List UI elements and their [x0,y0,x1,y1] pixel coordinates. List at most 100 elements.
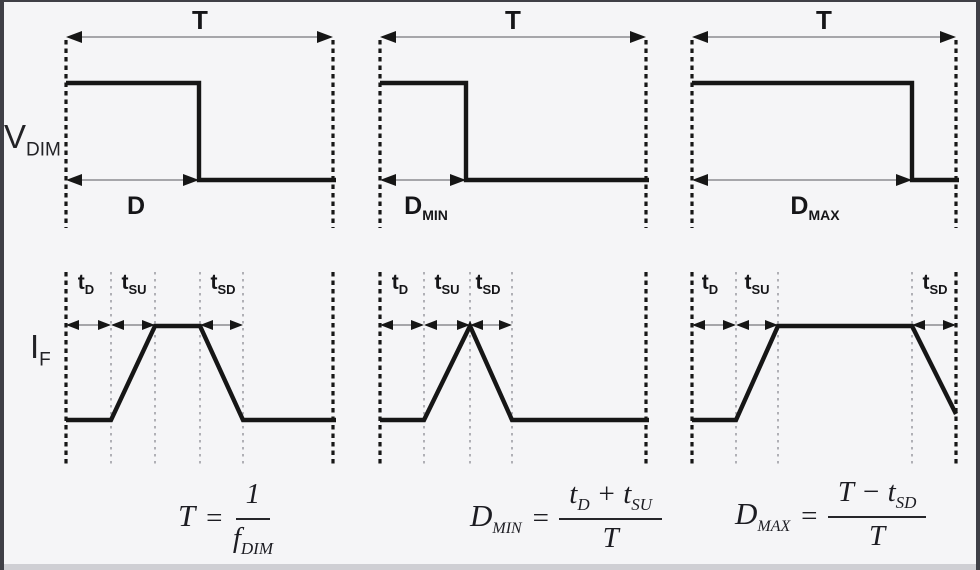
period-label-3: T [816,5,832,35]
duty-label-dmin: DMIN [404,192,448,223]
if-axis-main: I [30,328,40,365]
tsd-main-p1: t [210,271,218,294]
td-sub-p2: D [398,282,409,298]
duty-label-dmax: DMAX [790,192,839,223]
vdim-axis-sub: DIM [26,139,61,161]
arrowhead-icon [736,320,749,330]
tsu-sub-p3: SU [751,282,770,298]
tsu-main-p3: t [744,271,752,294]
arrowhead-icon [723,320,736,330]
if-waveform-3 [692,323,958,423]
arrowhead-icon [692,31,708,43]
startup-time-label-p1: tSU [121,271,146,297]
tsu-sub-p2: SU [441,282,460,298]
formula3-numerator: T − tSD [827,476,927,518]
arrowhead-icon [98,320,111,330]
formula-period: T = 1 fDIM [178,478,273,559]
arrowhead-icon [457,320,470,330]
formula1-numerator: 1 [235,478,271,520]
formula2-fraction: tD + tSU T [559,478,663,559]
formula3-lhs-main: D [735,496,758,532]
td-sub-p3: D [708,282,719,298]
formula2-num-a: t [569,478,578,510]
formula2-operator: + [596,478,617,510]
arrowhead-icon [380,320,393,330]
arrowhead-icon [380,174,396,186]
duty-dmin-main: D [404,192,423,220]
period-label-2: T [505,5,521,35]
formula3-lhs-sub: MAX [757,518,791,536]
tsd-main-p2: t [475,271,483,294]
td-main-p1: t [77,271,85,294]
startup-time-label-p2: tSU [434,271,459,297]
if-axis-sub: F [39,349,51,371]
tsu-main-p1: t [121,271,129,294]
arrowhead-icon [424,320,437,330]
arrowhead-icon [499,320,512,330]
arrowhead-icon [200,320,213,330]
arrowhead-icon [66,31,82,43]
if-axis-label: IF [30,328,51,372]
arrowhead-icon [765,320,778,330]
formula2-num-b: t [623,478,632,510]
arrowhead-icon [380,31,396,43]
formula3-den-main: T [869,519,886,552]
td-sub-p1: D [84,282,95,298]
formula3-operator: − [860,476,881,508]
if-waveform-2 [380,320,649,423]
duty-dmax-sub: MAX [808,207,840,223]
startup-time-label-p3: tSU [744,271,769,297]
duty-dmax-main: D [790,192,809,220]
arrowhead-icon [692,320,705,330]
formula3-equals: = [799,499,819,532]
image-top-edge [0,0,980,2]
arrowhead-icon [230,320,243,330]
tsd-main-p3: t [922,271,930,294]
formula1-lhs: T [178,498,195,538]
formula1-denominator: fDIM [233,520,273,559]
formula3-denominator: T [869,518,885,557]
arrowhead-icon [692,174,708,186]
formula1-den-main: f [232,521,241,554]
arrowhead-icon [940,31,956,43]
formula-dmax: DMAX = T − tSD T [735,476,927,557]
shutdown-time-label-p1: tSD [210,271,235,297]
image-left-edge [0,0,4,570]
tsd-sub-p2: SD [482,282,501,298]
formula1-lhs-main: T [178,498,196,534]
formula2-lhs: DMIN [470,498,522,538]
tsu-main-p2: t [434,271,442,294]
arrowhead-icon [450,174,466,186]
arrowhead-icon [66,320,79,330]
vdim-waveform-3 [692,80,959,183]
delay-time-label-p2: tD [392,271,408,297]
formula2-num-b-sub: SU [631,494,653,514]
arrowhead-icon [66,174,82,186]
formula1-num-a: 1 [245,478,261,510]
vdim-waveform-2 [380,80,649,183]
formula1-equals: = [204,501,224,534]
arrowhead-icon [896,174,912,186]
arrowhead-icon [470,320,483,330]
formula2-numerator: tD + tSU [559,478,663,520]
vdim-axis-main: V [4,118,27,155]
arrowhead-icon [111,320,124,330]
if-waveform-1 [66,323,336,423]
duty-label-d: D [127,192,145,223]
formula3-num-a: T [837,476,854,508]
formula2-lhs-main: D [470,498,493,534]
td-main-p3: t [701,271,709,294]
image-bottom-edge [0,564,980,570]
arrowhead-icon [912,320,925,330]
vdim-axis-label: VDIM [4,118,61,162]
tsd-sub-p3: SD [929,282,948,298]
arrowhead-icon [630,31,646,43]
formula3-fraction: T − tSD T [827,476,927,557]
period-label-1: T [192,5,208,35]
duty-d-main: D [126,192,146,220]
formula3-num-b: t [887,476,896,508]
td-main-p2: t [391,271,399,294]
delay-time-label-p3: tD [702,271,718,297]
